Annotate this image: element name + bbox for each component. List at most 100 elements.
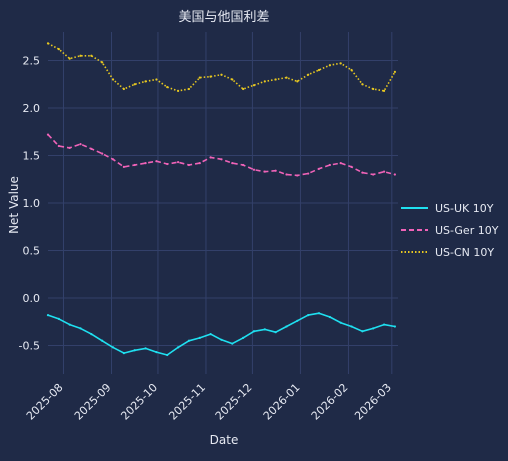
data-point xyxy=(263,80,266,83)
data-point xyxy=(285,76,288,79)
data-point xyxy=(252,84,256,87)
data-point xyxy=(372,173,375,176)
data-point xyxy=(263,328,266,331)
data-point xyxy=(209,156,212,159)
y-tick-label: -0.5 xyxy=(19,340,40,353)
y-tick-label: 0.5 xyxy=(23,245,41,258)
data-point xyxy=(133,349,136,352)
data-point xyxy=(274,78,277,81)
x-tick-label: 2025-10 xyxy=(118,381,160,423)
data-point xyxy=(317,167,321,170)
data-point xyxy=(372,327,375,330)
data-point xyxy=(144,162,147,165)
data-point xyxy=(198,336,201,339)
y-tick-label: 0.0 xyxy=(23,292,41,305)
data-point xyxy=(198,162,201,165)
data-point xyxy=(382,323,386,326)
data-point xyxy=(339,162,342,165)
data-point xyxy=(307,172,310,175)
series-line-0 xyxy=(47,312,396,356)
data-point xyxy=(111,158,115,161)
data-point xyxy=(187,87,191,91)
x-tick-label: 2025-12 xyxy=(213,381,255,423)
data-point xyxy=(111,78,115,81)
data-point xyxy=(57,144,60,148)
data-point xyxy=(328,163,331,167)
data-point xyxy=(68,323,71,326)
data-point xyxy=(339,321,342,324)
data-point xyxy=(176,89,180,92)
x-tick-label: 2025-08 xyxy=(24,381,66,423)
data-point xyxy=(231,162,234,165)
data-point xyxy=(285,173,288,176)
data-point xyxy=(220,158,223,161)
data-point xyxy=(307,314,310,317)
data-point xyxy=(307,73,310,76)
data-point xyxy=(101,61,104,64)
data-point xyxy=(144,347,147,350)
grid xyxy=(48,32,398,374)
data-point xyxy=(133,83,136,86)
y-tick-label: 2.0 xyxy=(23,102,41,115)
x-tick-label: 2026-02 xyxy=(309,381,351,423)
data-point xyxy=(317,312,321,315)
data-point xyxy=(328,64,331,67)
data-point xyxy=(393,173,397,176)
x-tick-label: 2026-03 xyxy=(352,381,394,423)
data-point xyxy=(382,170,386,173)
data-point xyxy=(46,42,50,45)
data-point xyxy=(252,168,256,171)
data-point xyxy=(90,147,93,150)
data-point xyxy=(176,346,180,349)
data-point xyxy=(122,87,125,91)
data-point xyxy=(350,325,353,328)
data-point xyxy=(155,351,158,354)
x-tick-label: 2025-11 xyxy=(166,381,208,423)
data-point xyxy=(46,133,50,136)
data-point xyxy=(372,87,375,91)
data-point xyxy=(242,336,245,339)
data-point xyxy=(242,163,245,167)
data-point xyxy=(361,330,364,333)
data-point xyxy=(122,352,125,355)
data-point xyxy=(274,169,277,172)
data-point xyxy=(339,62,342,65)
x-tick-label: 2025-09 xyxy=(72,381,114,423)
data-point xyxy=(328,315,331,319)
data-point xyxy=(220,338,223,341)
data-point xyxy=(198,76,201,79)
series-lines xyxy=(46,42,397,357)
data-point xyxy=(68,146,71,149)
data-point xyxy=(46,314,50,317)
data-point xyxy=(382,89,386,92)
data-point xyxy=(57,48,60,51)
data-point xyxy=(155,78,158,81)
legend: US-UK 10Y US-Ger 10Y US-CN 10Y xyxy=(401,202,499,259)
data-point xyxy=(101,152,104,155)
data-point xyxy=(296,80,299,83)
data-point xyxy=(361,83,364,86)
data-point xyxy=(144,80,147,83)
data-point xyxy=(101,339,104,342)
legend-label: US-Ger 10Y xyxy=(435,224,499,237)
x-tick-label: 2026-01 xyxy=(261,381,303,423)
data-point xyxy=(274,331,277,334)
data-point xyxy=(361,171,364,174)
data-point xyxy=(263,170,266,173)
data-point xyxy=(350,68,353,72)
data-point xyxy=(90,54,93,57)
data-point xyxy=(90,333,93,336)
data-point xyxy=(296,319,299,322)
data-point xyxy=(187,163,191,167)
data-point xyxy=(166,86,169,89)
data-point xyxy=(350,165,353,168)
data-point xyxy=(393,70,397,73)
data-point xyxy=(231,78,234,81)
data-point xyxy=(111,346,115,349)
legend-label: US-CN 10Y xyxy=(435,246,494,259)
y-tick-label: 1.0 xyxy=(23,197,41,210)
data-point xyxy=(209,333,212,336)
y-axis-label: Net Value xyxy=(7,176,21,234)
data-point xyxy=(68,57,71,60)
data-point xyxy=(296,174,299,177)
